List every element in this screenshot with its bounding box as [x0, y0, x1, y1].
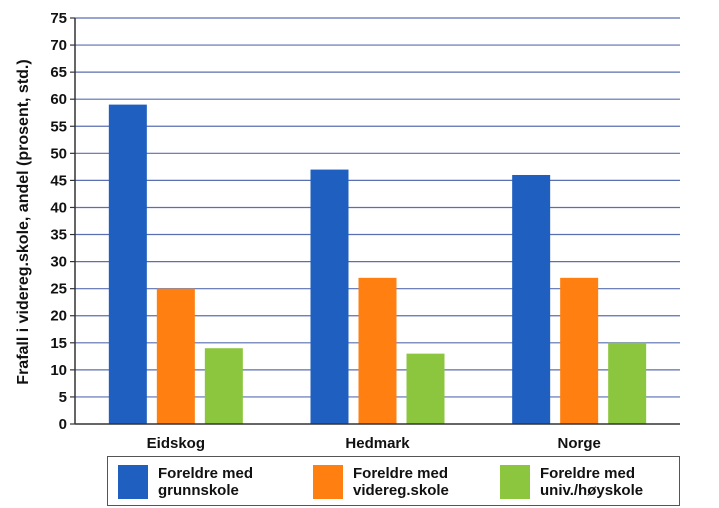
y-tick-label: 70: [50, 37, 67, 54]
y-tick-label: 10: [50, 362, 67, 379]
bar-eidskog-1: [108, 104, 147, 424]
y-tick-label: 25: [50, 281, 67, 298]
bar-hedmark-3: [406, 353, 445, 424]
legend-label-line: Foreldre med: [540, 465, 636, 482]
y-tick-label: 50: [50, 145, 67, 162]
bar-hedmark-1: [310, 169, 349, 424]
legend-swatch: [118, 465, 148, 499]
y-tick-label: 60: [50, 91, 67, 108]
bar-norge-1: [512, 174, 551, 424]
bars: [108, 104, 647, 424]
legend-label: Foreldre med grunnskole: [158, 465, 268, 499]
bar-eidskog-3: [204, 348, 243, 424]
category-label: Eidskog: [147, 435, 205, 452]
y-tick-label: 65: [50, 64, 67, 81]
bar-eidskog-2: [156, 288, 195, 424]
bar-hedmark-2: [358, 277, 397, 424]
bar-norge-3: [608, 342, 647, 424]
legend: Foreldre med grunnskole Foreldre med videre…: [107, 456, 680, 506]
category-labels: Eidskog Hedmark Norge: [147, 435, 601, 452]
y-tick-label: 0: [59, 416, 67, 433]
legend-label-line: grunnskole: [158, 482, 239, 499]
y-tick-label: 15: [50, 335, 67, 352]
y-tick-label: 45: [50, 172, 67, 189]
y-tick-label: 30: [50, 254, 67, 271]
y-tick-label: 5: [59, 389, 67, 406]
y-tick-label: 40: [50, 199, 67, 216]
y-tick-label: 55: [50, 118, 67, 135]
legend-swatch: [500, 465, 530, 499]
legend-label-line: Foreldre med: [353, 465, 449, 482]
y-axis-label: Frafall i videreg.skole, andel (prosent,…: [15, 59, 32, 384]
legend-label: Foreldre med univ./høyskole: [540, 465, 650, 499]
legend-label-line: videreg.skole: [353, 482, 449, 499]
y-tick-label: 35: [50, 227, 67, 244]
legend-label: Foreldre med videreg.skole: [353, 465, 463, 499]
y-tick-label: 75: [50, 10, 67, 27]
category-label: Hedmark: [345, 435, 410, 452]
bar-norge-2: [560, 277, 599, 424]
legend-label-line: univ./høyskole: [540, 482, 644, 499]
legend-label-line: Foreldre med: [158, 465, 254, 482]
legend-swatch: [313, 465, 343, 499]
y-tick-labels: 0 5 10 15 20 25 30 35 40 45 50 55 60 65 70 75: [50, 10, 67, 433]
category-label: Norge: [557, 435, 600, 452]
y-tick-label: 20: [50, 308, 67, 325]
axes: [74, 18, 680, 425]
